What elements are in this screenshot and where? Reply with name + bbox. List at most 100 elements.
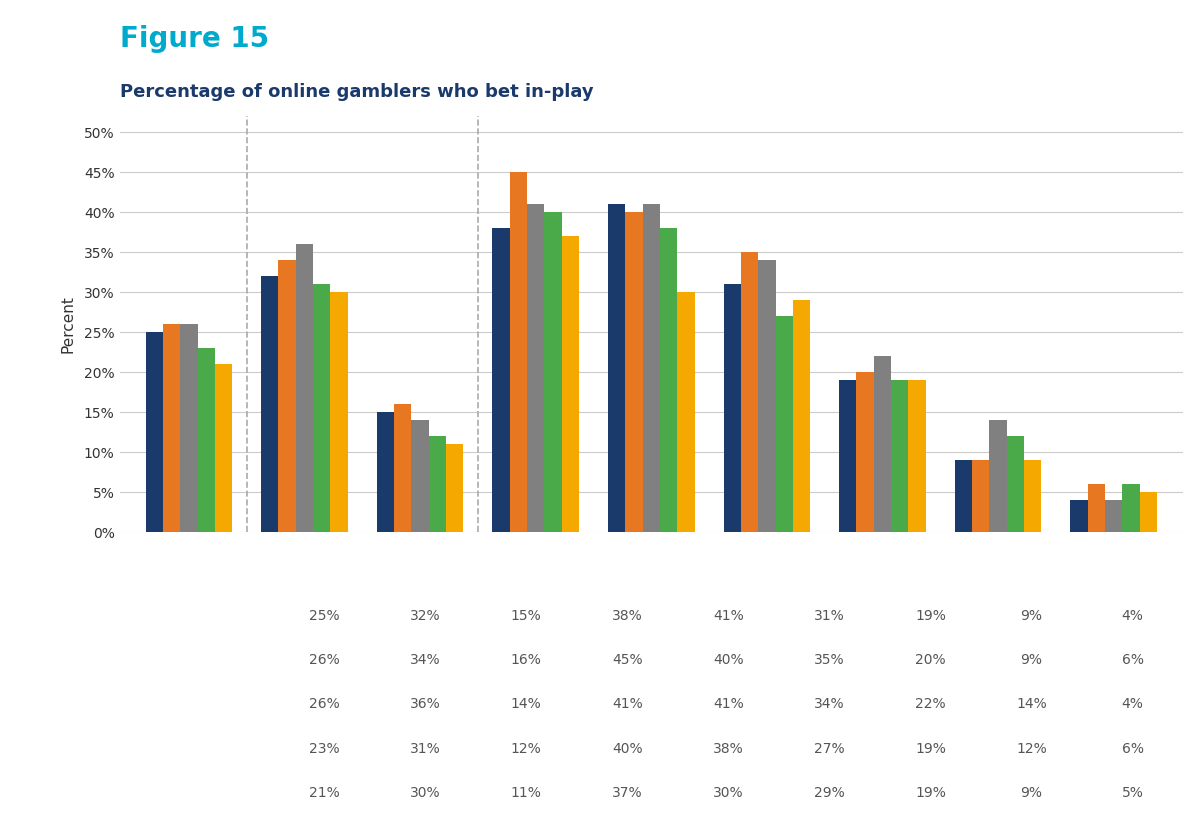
Text: Year to December 2017: Year to December 2017	[123, 700, 270, 710]
Text: 37%: 37%	[612, 786, 643, 800]
Bar	[972, 460, 989, 532]
Bar	[608, 205, 625, 532]
Text: 38%: 38%	[612, 609, 643, 622]
Text: 18-24: 18-24	[605, 564, 650, 578]
Bar	[1071, 501, 1087, 532]
Text: 32%: 32%	[410, 609, 441, 622]
Text: 41%: 41%	[713, 697, 743, 711]
Bar	[262, 276, 278, 532]
Text: Year to December 2018: Year to December 2018	[123, 744, 270, 754]
Text: 27%: 27%	[814, 742, 845, 755]
Text: 31%: 31%	[410, 742, 441, 755]
Text: 21%: 21%	[308, 786, 339, 800]
Bar	[776, 316, 793, 532]
Bar	[429, 437, 446, 532]
Bar	[296, 245, 313, 532]
Bar	[1105, 501, 1122, 532]
Bar	[891, 380, 908, 532]
Text: 5%: 5%	[1122, 786, 1144, 800]
Text: 9%: 9%	[1021, 609, 1042, 622]
Bar	[908, 380, 926, 532]
Bar	[509, 172, 527, 532]
Bar	[545, 212, 562, 532]
Text: 29%: 29%	[814, 786, 845, 800]
Text: 25-34: 25-34	[706, 564, 750, 578]
Text: 35%: 35%	[814, 653, 845, 667]
Text: 30%: 30%	[713, 786, 743, 800]
Text: 15%: 15%	[511, 609, 541, 622]
Bar	[874, 356, 891, 532]
Text: 23%: 23%	[310, 742, 339, 755]
Text: 14%: 14%	[511, 697, 541, 711]
Bar	[857, 373, 874, 532]
Bar	[678, 293, 694, 532]
Bar	[215, 364, 232, 532]
Text: 6%: 6%	[1122, 653, 1144, 667]
Bar	[146, 333, 163, 532]
Text: Year to December 2019: Year to December 2019	[123, 788, 270, 798]
Bar	[562, 236, 580, 532]
Text: Male: Male	[406, 564, 445, 578]
Y-axis label: Percent: Percent	[61, 295, 75, 354]
Text: 9%: 9%	[1021, 653, 1042, 667]
Text: 35-44: 35-44	[807, 564, 852, 578]
Text: 45%: 45%	[612, 653, 643, 667]
Text: 55-64: 55-64	[1010, 564, 1054, 578]
Text: 9%: 9%	[1021, 786, 1042, 800]
Text: Year to December 2015: Year to December 2015	[123, 611, 270, 621]
Bar	[376, 413, 394, 532]
Text: 26%: 26%	[308, 653, 339, 667]
Bar	[1024, 460, 1041, 532]
Text: 19%: 19%	[915, 742, 946, 755]
Text: 22%: 22%	[915, 697, 945, 711]
Text: 40%: 40%	[713, 653, 743, 667]
Text: 65+: 65+	[1117, 564, 1148, 578]
Text: 4%: 4%	[1122, 697, 1144, 711]
Text: 14%: 14%	[1016, 697, 1047, 711]
Text: 6%: 6%	[1122, 742, 1144, 755]
Bar	[643, 205, 660, 532]
Bar	[625, 212, 643, 532]
Text: 34%: 34%	[410, 653, 441, 667]
Text: 12%: 12%	[511, 742, 541, 755]
Text: 45-54: 45-54	[908, 564, 952, 578]
Bar	[989, 420, 1006, 532]
Text: Female: Female	[498, 564, 554, 578]
Bar	[793, 300, 810, 532]
Bar	[394, 404, 411, 532]
Text: 19%: 19%	[915, 786, 946, 800]
Text: 12%: 12%	[1016, 742, 1047, 755]
Text: Figure 15: Figure 15	[120, 25, 269, 53]
Bar	[741, 252, 758, 532]
Text: 25%: 25%	[310, 609, 339, 622]
Text: 36%: 36%	[410, 697, 441, 711]
Text: 34%: 34%	[814, 697, 845, 711]
Text: Percentage of online gamblers who bet in-play: Percentage of online gamblers who bet in…	[120, 83, 593, 102]
Bar	[955, 460, 972, 532]
Bar	[163, 324, 180, 532]
Bar	[1006, 437, 1024, 532]
Bar	[446, 444, 464, 532]
Text: 20%: 20%	[915, 653, 945, 667]
Bar	[331, 293, 348, 532]
Text: 26%: 26%	[308, 697, 339, 711]
Text: 16%: 16%	[511, 653, 541, 667]
Text: 41%: 41%	[612, 697, 643, 711]
Bar	[1087, 484, 1105, 532]
Text: 30%: 30%	[410, 786, 441, 800]
Text: 11%: 11%	[511, 786, 541, 800]
Bar	[180, 324, 197, 532]
Text: 31%: 31%	[814, 609, 845, 622]
Bar	[839, 380, 857, 532]
Text: 4%: 4%	[1122, 609, 1144, 622]
Text: All: All	[314, 564, 335, 578]
Text: Year to December 2016: Year to December 2016	[123, 655, 270, 665]
Text: 41%: 41%	[713, 609, 743, 622]
Bar	[660, 229, 678, 532]
Bar	[313, 285, 331, 532]
Text: 38%: 38%	[713, 742, 743, 755]
Bar	[411, 420, 429, 532]
Bar	[758, 260, 776, 532]
Bar	[1122, 484, 1140, 532]
Text: 19%: 19%	[915, 609, 946, 622]
